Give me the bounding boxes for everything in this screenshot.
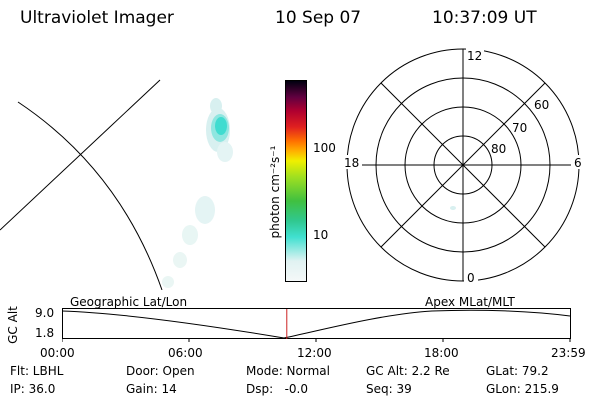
lat-label-80: 80 [491, 142, 506, 156]
lat-label-70: 70 [512, 121, 527, 135]
info-ip: IP: 36.0 [10, 382, 56, 396]
timeline-tick-2359: 23:59 [551, 346, 586, 360]
meridian-line [0, 79, 161, 231]
polar-emission-dot [450, 206, 456, 210]
timeline-ylabel: GC Alt [6, 306, 20, 344]
info-mode: Mode: Normal [246, 364, 330, 378]
info-flt: Flt: LBHL [10, 364, 64, 378]
info-gc-alt: GC Alt: 2.2 Re [366, 364, 450, 378]
timeline-tick-0000: 00:00 [40, 346, 75, 360]
timeline-tick-1200: 12:00 [297, 346, 332, 360]
info-dsp: Dsp: -0.0 [246, 382, 309, 396]
colorbar-tick-100: 100 [313, 141, 336, 155]
time-label: 10:37:09 UT [432, 8, 537, 28]
info-seq: Seq: 39 [366, 382, 412, 396]
lat-label-60: 60 [534, 98, 549, 112]
aurora-emission [162, 98, 233, 288]
info-door: Door: Open [126, 364, 195, 378]
timeline-frame [62, 308, 571, 339]
mlt-label-12: 12 [467, 49, 482, 63]
info-glon: GLon: 215.9 [486, 382, 559, 396]
polar-diagonal-2 [380, 82, 546, 248]
colorbar [285, 80, 307, 282]
mlt-label-18: 18 [344, 156, 359, 170]
info-glat: GLat: 79.2 [486, 364, 549, 378]
timeline-left-title: Geographic Lat/Lon [70, 295, 188, 309]
timeline-tick-0600: 06:00 [168, 346, 203, 360]
info-gain: Gain: 14 [126, 382, 177, 396]
date-label: 10 Sep 07 [275, 8, 362, 28]
colorbar-label: photon cm⁻²s⁻¹ [268, 145, 282, 239]
instrument-title: Ultraviolet Imager [20, 8, 174, 28]
geographic-image-panel [0, 79, 233, 290]
polar-plot: 12 0 18 6 60 70 80 [342, 48, 585, 285]
mlt-label-6: 6 [574, 156, 582, 170]
mlt-label-0: 0 [467, 271, 475, 285]
timeline-y-top: 9.0 [35, 306, 55, 320]
colorbar-tick-10: 10 [313, 228, 329, 242]
timeline-tick-1800: 18:00 [424, 346, 459, 360]
timeline-right-title: Apex MLat/MLT [425, 295, 515, 309]
latitude-arc [17, 101, 163, 290]
timeline-y-bottom: 1.8 [35, 326, 55, 340]
altitude-curve [62, 309, 571, 339]
timeline-plot [62, 308, 571, 342]
